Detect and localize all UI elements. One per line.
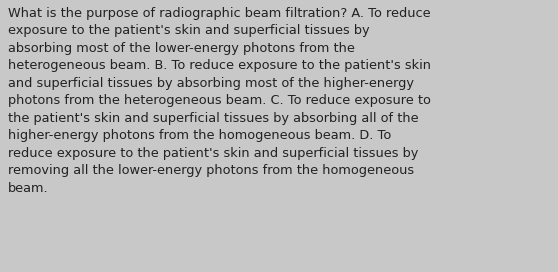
Text: What is the purpose of radiographic beam filtration? A. To reduce
exposure to th: What is the purpose of radiographic beam… xyxy=(8,7,431,195)
